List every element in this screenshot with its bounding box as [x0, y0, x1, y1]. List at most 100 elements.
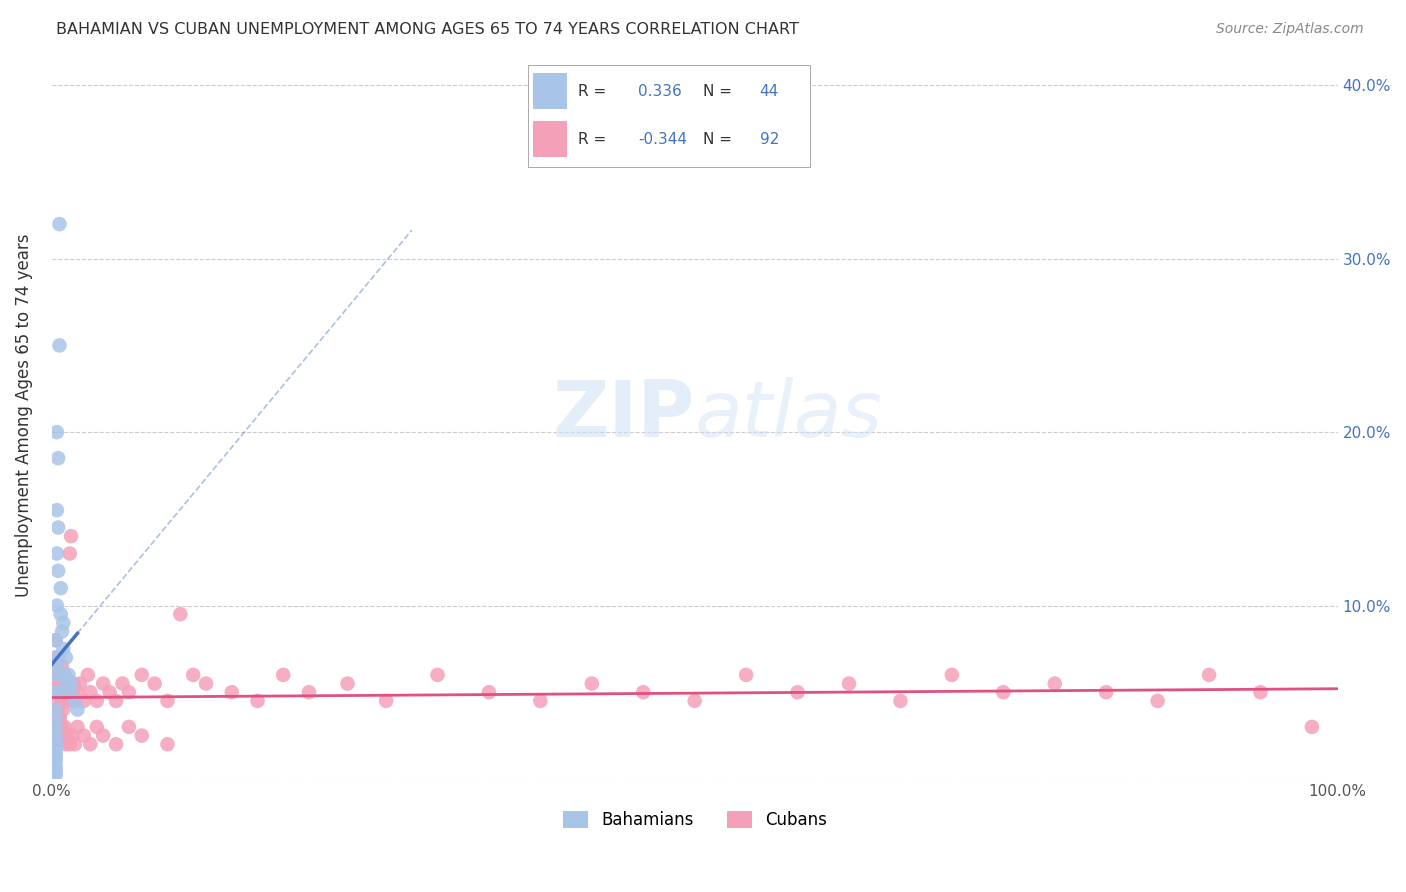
Point — [53, 668, 76, 682]
Point — [45, 764, 67, 778]
Point — [169, 607, 191, 622]
Point — [45, 729, 67, 743]
Point — [48, 711, 70, 725]
Point — [336, 676, 359, 690]
Point — [45, 766, 67, 780]
Point — [45, 749, 67, 764]
Point — [45, 650, 67, 665]
Point — [46, 668, 69, 682]
Point — [52, 615, 75, 630]
Point — [45, 668, 67, 682]
Point — [45, 633, 67, 648]
Text: atlas: atlas — [695, 376, 883, 453]
Point — [66, 685, 89, 699]
Point — [478, 685, 501, 699]
Point — [52, 729, 75, 743]
Point — [45, 659, 67, 673]
Point — [1250, 685, 1272, 699]
Point — [62, 676, 84, 690]
Point — [633, 685, 655, 699]
Point — [53, 720, 76, 734]
Point — [49, 729, 72, 743]
Point — [55, 650, 77, 665]
Point — [58, 685, 80, 699]
Point — [51, 685, 73, 699]
Point — [45, 659, 67, 673]
Point — [91, 729, 114, 743]
Text: BAHAMIAN VS CUBAN UNEMPLOYMENT AMONG AGES 65 TO 74 YEARS CORRELATION CHART: BAHAMIAN VS CUBAN UNEMPLOYMENT AMONG AGE… — [56, 22, 799, 37]
Point — [45, 702, 67, 716]
Point — [1043, 676, 1066, 690]
Point — [45, 737, 67, 751]
Point — [45, 740, 67, 755]
Point — [45, 733, 67, 747]
Point — [1198, 668, 1220, 682]
Point — [56, 729, 79, 743]
Point — [993, 685, 1015, 699]
Point — [45, 711, 67, 725]
Point — [98, 685, 121, 699]
Text: ZIP: ZIP — [553, 376, 695, 453]
Point — [55, 737, 77, 751]
Point — [1301, 720, 1323, 734]
Point — [51, 659, 73, 673]
Point — [45, 768, 67, 782]
Point — [60, 685, 83, 699]
Point — [45, 599, 67, 613]
Point — [48, 338, 70, 352]
Point — [51, 624, 73, 639]
Point — [45, 742, 67, 756]
Point — [45, 694, 67, 708]
Point — [375, 694, 398, 708]
Point — [48, 217, 70, 231]
Point — [45, 746, 67, 760]
Point — [786, 685, 808, 699]
Point — [48, 711, 70, 725]
Point — [56, 676, 79, 690]
Point — [46, 720, 69, 734]
Point — [45, 720, 67, 734]
Point — [69, 676, 91, 690]
Y-axis label: Unemployment Among Ages 65 to 74 years: Unemployment Among Ages 65 to 74 years — [15, 233, 32, 597]
Point — [86, 694, 108, 708]
Point — [59, 737, 82, 751]
Point — [156, 737, 179, 751]
Point — [118, 720, 141, 734]
Point — [53, 668, 76, 682]
Point — [59, 547, 82, 561]
Point — [55, 676, 77, 690]
Point — [76, 668, 98, 682]
Point — [63, 694, 86, 708]
Point — [60, 676, 83, 690]
Point — [46, 650, 69, 665]
Point — [56, 694, 79, 708]
Point — [105, 737, 128, 751]
Point — [45, 676, 67, 690]
Point — [59, 685, 82, 699]
Point — [46, 520, 69, 534]
Point — [683, 694, 706, 708]
Point — [131, 668, 153, 682]
Point — [941, 668, 963, 682]
Point — [60, 729, 83, 743]
Point — [298, 685, 321, 699]
Point — [52, 641, 75, 656]
Text: Source: ZipAtlas.com: Source: ZipAtlas.com — [1216, 22, 1364, 37]
Point — [45, 760, 67, 774]
Point — [45, 755, 67, 769]
Point — [45, 729, 67, 743]
Point — [46, 685, 69, 699]
Point — [221, 685, 243, 699]
Point — [1146, 694, 1168, 708]
Point — [63, 737, 86, 751]
Point — [49, 607, 72, 622]
Point — [66, 720, 89, 734]
Point — [86, 720, 108, 734]
Point — [79, 685, 101, 699]
Point — [60, 529, 83, 543]
Point — [118, 685, 141, 699]
Point — [181, 668, 204, 682]
Point — [45, 751, 67, 765]
Point — [46, 564, 69, 578]
Point — [195, 676, 218, 690]
